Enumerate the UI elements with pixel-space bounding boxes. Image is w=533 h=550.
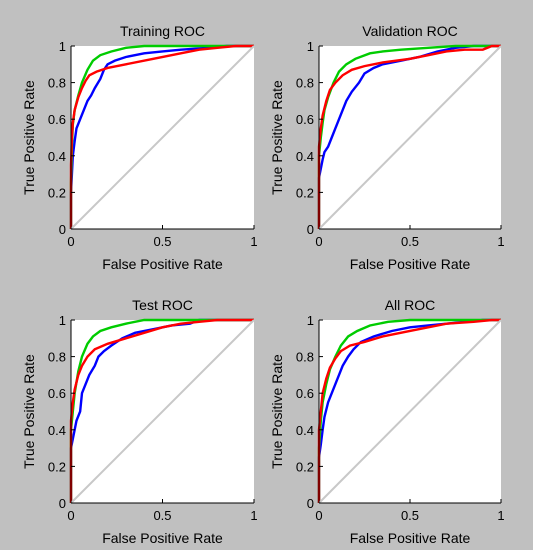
training-roc-y-tick-0: 0 <box>59 222 66 237</box>
training-roc-y-label: True Positive Rate <box>21 80 37 195</box>
all-roc-title: All ROC <box>385 297 436 313</box>
training-roc-x-tick-2: 1 <box>250 234 257 249</box>
training-roc-reference-line <box>70 45 255 230</box>
training-roc-series-0 <box>69 44 254 229</box>
training-roc-panel: 0 0.5 1 0 0.2 0.4 0.6 0.8 1 Training ROC False Pos… <box>21 23 258 272</box>
validation-roc-y-tick-0: 0 <box>307 222 314 237</box>
validation-roc-series-2 <box>317 44 501 229</box>
test-roc-y-tick-4: 0.8 <box>48 350 66 365</box>
all-roc-x-tick-2: 1 <box>497 508 504 523</box>
test-roc-y-tick-3: 0.6 <box>48 386 66 401</box>
all-roc-panel: 0 0.5 1 0 0.2 0.4 0.6 0.8 1 All ROC False Positive… <box>269 297 505 546</box>
test-roc-series-2 <box>69 318 254 503</box>
training-roc-title: Training ROC <box>120 23 205 39</box>
all-roc-y-tick-5: 1 <box>307 313 314 328</box>
test-roc-title: Test ROC <box>132 297 193 313</box>
all-roc-y-tick-1: 0.2 <box>296 459 314 474</box>
training-roc-x-tick-0: 0 <box>67 234 74 249</box>
validation-roc-reference-line <box>318 45 502 230</box>
validation-roc-panel: 0 0.5 1 0 0.2 0.4 0.6 0.8 1 Validation ROC False P… <box>269 23 505 272</box>
validation-roc-x-tick-2: 1 <box>497 234 504 249</box>
roc-panels: 0 0.5 1 0 0.2 0.4 0.6 0.8 1 Training ROC False Pos… <box>21 23 505 546</box>
validation-roc-y-tick-4: 0.8 <box>296 76 314 91</box>
validation-roc-x-tick-0: 0 <box>315 234 322 249</box>
test-roc-y-tick-1: 0.2 <box>48 459 66 474</box>
test-roc-y-tick-5: 1 <box>59 313 66 328</box>
training-roc-y-tick-1: 0.2 <box>48 185 66 200</box>
all-roc-y-tick-0: 0 <box>307 496 314 511</box>
test-roc-y-tick-0: 0 <box>59 496 66 511</box>
training-roc-x-label: False Positive Rate <box>102 256 223 272</box>
validation-roc-x-label: False Positive Rate <box>350 256 471 272</box>
all-roc-reference-line <box>318 319 502 504</box>
training-roc-x-tick-1: 0.5 <box>153 234 171 249</box>
validation-roc-x-tick-1: 0.5 <box>401 234 419 249</box>
test-roc-x-tick-2: 1 <box>250 508 257 523</box>
test-roc-x-label: False Positive Rate <box>102 530 223 546</box>
validation-roc-y-tick-2: 0.4 <box>296 149 314 164</box>
test-roc-x-tick-0: 0 <box>67 508 74 523</box>
test-roc-y-tick-2: 0.4 <box>48 423 66 438</box>
validation-roc-y-tick-5: 1 <box>307 39 314 54</box>
all-roc-x-tick-1: 0.5 <box>401 508 419 523</box>
all-roc-series-2 <box>317 318 501 503</box>
training-roc-y-tick-4: 0.8 <box>48 76 66 91</box>
validation-roc-y-label: True Positive Rate <box>269 80 285 195</box>
validation-roc-y-tick-1: 0.2 <box>296 185 314 200</box>
all-roc-x-label: False Positive Rate <box>350 530 471 546</box>
training-roc-y-tick-5: 1 <box>59 39 66 54</box>
all-roc-y-tick-3: 0.6 <box>296 386 314 401</box>
all-roc-y-label: True Positive Rate <box>269 354 285 469</box>
training-roc-y-tick-2: 0.4 <box>48 149 66 164</box>
validation-roc-y-tick-3: 0.6 <box>296 112 314 127</box>
test-roc-reference-line <box>70 319 255 504</box>
validation-roc-title: Validation ROC <box>362 23 457 39</box>
test-roc-y-label: True Positive Rate <box>21 354 37 469</box>
all-roc-y-tick-2: 0.4 <box>296 423 314 438</box>
training-roc-y-tick-3: 0.6 <box>48 112 66 127</box>
test-roc-x-tick-1: 0.5 <box>153 508 171 523</box>
test-roc-panel: 0 0.5 1 0 0.2 0.4 0.6 0.8 1 Test ROC False Positiv… <box>21 297 258 546</box>
training-roc-series-2 <box>69 44 254 229</box>
all-roc-y-tick-4: 0.8 <box>296 350 314 365</box>
all-roc-x-tick-0: 0 <box>315 508 322 523</box>
